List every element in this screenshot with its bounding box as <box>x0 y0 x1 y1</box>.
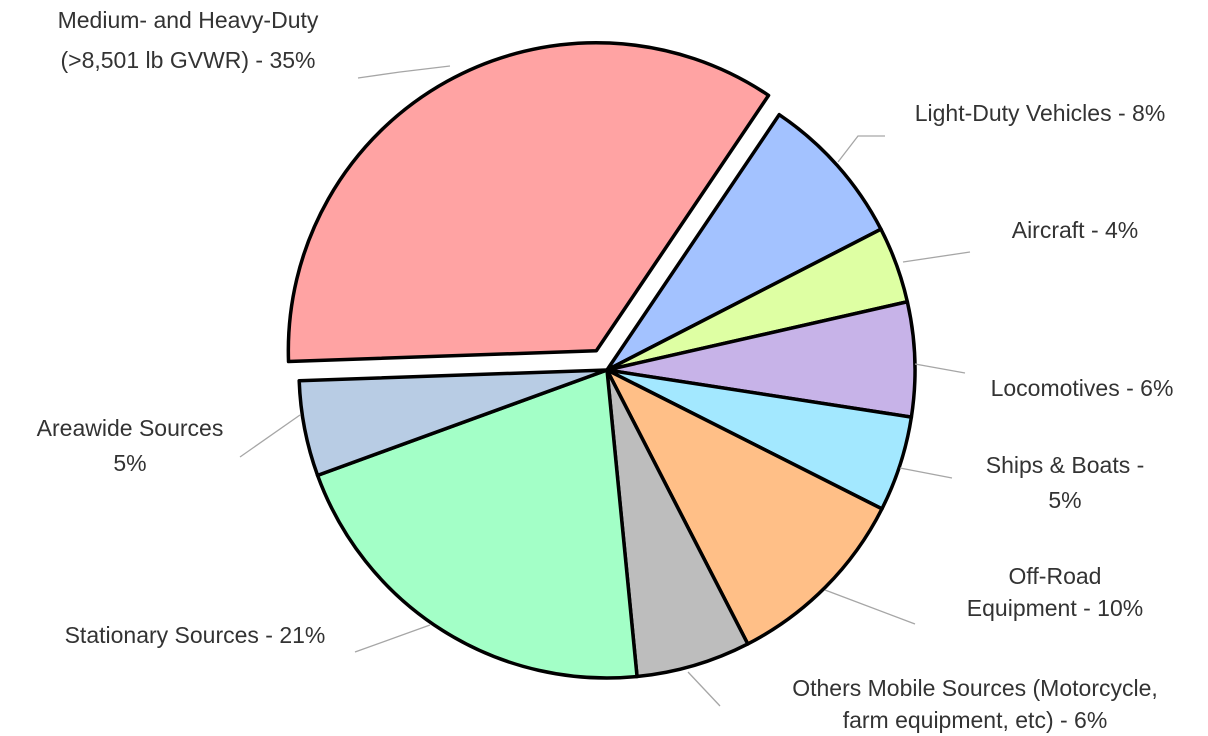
leader-line <box>687 671 721 707</box>
slice-label: farm equipment, etc) - 6% <box>843 707 1108 733</box>
slice-label: Locomotives - 6% <box>991 375 1174 401</box>
slice-label: Medium- and Heavy-Duty <box>58 7 319 33</box>
leader-line <box>899 467 953 479</box>
slice-label: Others Mobile Sources (Motorcycle, <box>792 675 1158 701</box>
leader-line <box>357 65 451 79</box>
slice-label: Equipment - 10% <box>967 595 1143 621</box>
pie-slice <box>605 368 884 646</box>
leader-line <box>824 589 916 625</box>
slice-label: (>8,501 lb GVWR) - 35% <box>60 47 315 73</box>
leader-line <box>902 251 971 263</box>
slice-label: Areawide Sources <box>37 415 224 441</box>
leader-line <box>239 414 301 458</box>
pie-slice <box>605 112 883 372</box>
slice-label: Aircraft - 4% <box>1012 217 1139 243</box>
slice-label: Stationary Sources - 21% <box>65 622 326 648</box>
slice-label: 5% <box>113 450 146 476</box>
leader-line <box>914 363 966 374</box>
slice-label: 5% <box>1048 487 1081 513</box>
pie-slice <box>286 41 771 364</box>
slice-label: Ships & Boats - <box>986 452 1145 478</box>
leader-line <box>837 135 885 163</box>
slice-label: Off-Road <box>1009 563 1102 589</box>
leader-line <box>354 624 431 653</box>
slice-label: Light-Duty Vehicles - 8% <box>915 100 1166 126</box>
pie-slice <box>297 368 609 478</box>
